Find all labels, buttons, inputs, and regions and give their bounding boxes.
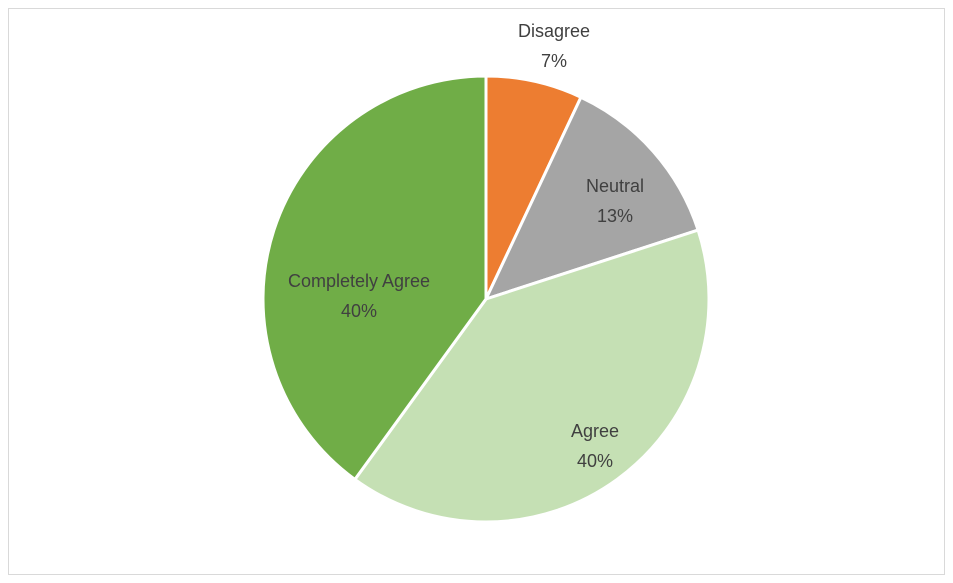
pie-slice-neutral <box>484 95 700 301</box>
data-label-category-completely-agree: Completely Agree <box>288 271 430 291</box>
pie-chart: Disagree 7% Neutral 13% Agree 40% Completely A… <box>261 21 711 524</box>
data-label-percent-agree: 40% <box>577 451 613 471</box>
pie-slices <box>261 74 711 524</box>
data-label-percent-completely-agree: 40% <box>341 301 377 321</box>
data-label-percent-disagree: 7% <box>541 51 567 71</box>
data-label-category-disagree: Disagree <box>518 21 590 41</box>
pie-slice-agree <box>353 228 711 524</box>
data-label-category-neutral: Neutral <box>586 176 644 196</box>
chart-area: Disagree 7% Neutral 13% Agree 40% Completely A… <box>8 8 945 575</box>
data-label-category-agree: Agree <box>571 421 619 441</box>
pie-slice-completely-agree <box>261 74 488 481</box>
pie-data-labels: Disagree 7% Neutral 13% Agree 40% Completely A… <box>288 21 644 471</box>
data-label-percent-neutral: 13% <box>597 206 633 226</box>
